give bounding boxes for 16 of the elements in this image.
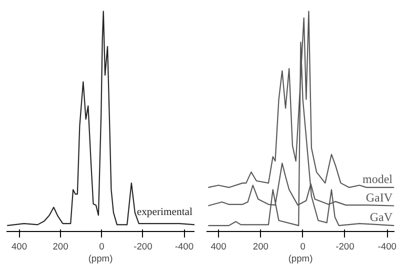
x-tick-label: -200 [336,242,354,252]
x-axis-title: (ppm) [288,254,313,264]
x-tick-label: 200 [52,242,68,252]
x-tick-label: -400 [174,242,194,252]
x-tick-label: 0 [99,242,104,252]
x-tick-label: 400 [12,242,28,252]
x-tick-label: 400 [210,242,226,252]
x-axis-title: (ppm) [88,254,113,264]
x-tick-label: -200 [134,242,152,252]
x-tick-label: 200 [252,242,268,252]
series-label: model [362,172,394,186]
series-label: experimental [136,207,193,218]
x-tick-label: 0 [300,242,306,252]
x-tick-label: -400 [378,242,396,252]
series-label: GaV [370,210,393,224]
series-label: GaIV [366,190,393,204]
